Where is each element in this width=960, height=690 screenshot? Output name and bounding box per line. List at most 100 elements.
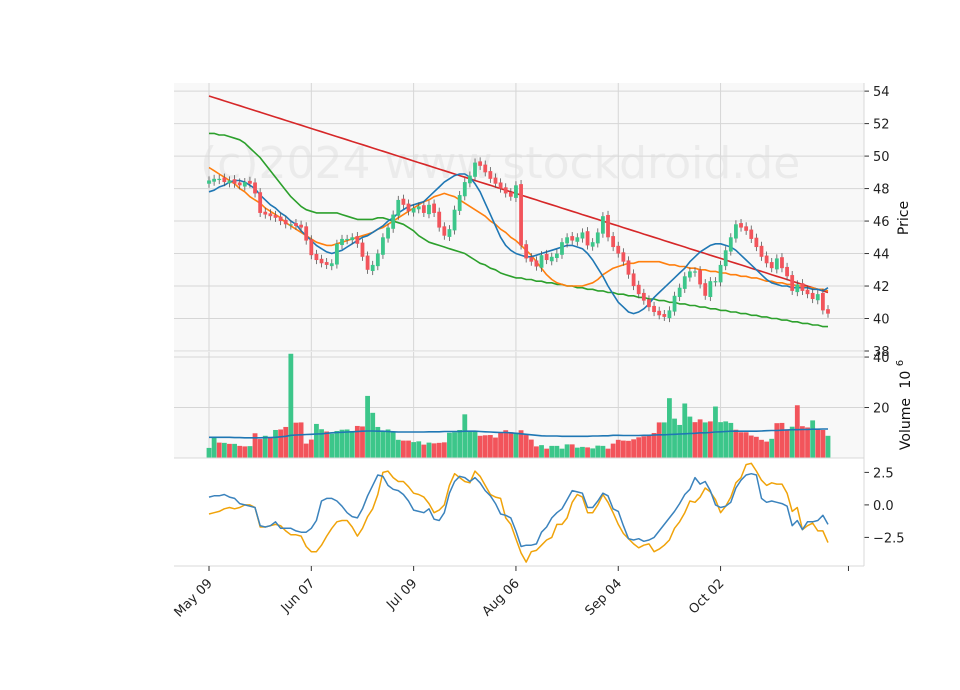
candle	[375, 249, 380, 271]
candle-body	[647, 299, 651, 308]
candle	[759, 241, 764, 261]
sma100-line	[209, 132, 828, 328]
volume-bar	[354, 425, 360, 458]
candle	[253, 178, 257, 198]
candle	[329, 259, 334, 271]
x-tick-label: May 09	[172, 576, 216, 620]
volume-tick-label: 20	[873, 402, 890, 417]
candle-body	[734, 224, 738, 239]
candle-body	[457, 195, 462, 211]
candle-body	[421, 205, 426, 213]
candle	[672, 291, 677, 316]
price-tick-label: 50	[873, 150, 890, 165]
volume-bar	[810, 420, 816, 458]
volume-bar	[436, 442, 442, 458]
candle-body	[222, 177, 227, 183]
volume-bar	[247, 446, 253, 458]
volume-bar	[554, 445, 560, 458]
candle	[258, 188, 263, 217]
candle-body	[820, 292, 825, 311]
candle	[212, 174, 217, 186]
candle	[805, 285, 810, 299]
candle	[309, 235, 314, 260]
candle-body	[473, 162, 477, 177]
volume-bar	[267, 437, 273, 458]
candle	[268, 209, 273, 221]
candle-body	[590, 242, 595, 247]
candle	[462, 178, 467, 201]
candle	[616, 241, 621, 258]
volume-bar	[508, 432, 514, 458]
candle	[723, 246, 728, 271]
volume-bar	[661, 422, 667, 458]
candle-body	[826, 309, 830, 314]
macd-line	[208, 472, 829, 548]
volume-bar	[667, 398, 672, 458]
candle-body	[283, 219, 288, 225]
candle-body	[529, 257, 534, 262]
volume-bar	[441, 442, 447, 458]
candle	[810, 288, 815, 304]
volume-bar	[651, 433, 657, 458]
candle-body	[207, 180, 211, 184]
candle	[473, 158, 477, 181]
price-tick-label: 38	[873, 345, 890, 360]
volume-bar	[283, 426, 289, 458]
candle	[319, 254, 324, 268]
candle	[508, 188, 513, 201]
volume-bar	[523, 435, 529, 458]
candle-body	[565, 237, 569, 244]
candle-body	[749, 229, 754, 239]
candle	[207, 176, 211, 188]
candle	[713, 277, 718, 287]
volume-bar	[487, 435, 493, 458]
candle	[529, 253, 534, 266]
candle-body	[514, 185, 518, 198]
volume-bar	[631, 439, 637, 458]
candle	[324, 258, 329, 269]
volume-bar	[211, 437, 217, 458]
volume-bar	[206, 447, 212, 458]
candle-body	[242, 182, 247, 187]
candle-body	[386, 227, 390, 239]
volume-bar	[539, 445, 544, 458]
candle	[820, 288, 825, 315]
candle	[764, 251, 769, 268]
watermark: (c)2024 www.stockdroid.de	[200, 138, 800, 189]
volume-bar	[447, 432, 452, 458]
candle-body	[687, 271, 692, 278]
candle	[416, 202, 421, 214]
candle-body	[452, 209, 457, 231]
volume-bar	[733, 429, 739, 458]
candle-body	[790, 275, 795, 291]
panel-frames	[174, 83, 865, 567]
candle	[493, 173, 498, 188]
volume-bar	[759, 439, 764, 458]
candle-body	[708, 281, 713, 297]
volume-bars	[206, 353, 831, 458]
candle	[601, 212, 605, 238]
candle	[606, 210, 610, 242]
candle-body	[524, 244, 529, 259]
candle-body	[601, 216, 605, 234]
candle	[708, 277, 713, 302]
candle-body	[621, 252, 626, 262]
volume-bar	[329, 433, 335, 458]
volume-bar	[728, 422, 734, 458]
candle-body	[416, 206, 421, 210]
volume-bar	[493, 437, 498, 458]
volume-bar	[774, 423, 780, 458]
price-tick-label: 46	[873, 215, 890, 230]
candle	[421, 201, 426, 217]
volume-bar	[569, 444, 575, 458]
candle	[437, 207, 442, 232]
candle-body	[723, 250, 728, 267]
candle-body	[810, 292, 815, 300]
candle	[744, 222, 749, 235]
candle	[647, 295, 651, 312]
candle-body	[780, 257, 784, 269]
candle	[345, 234, 350, 245]
